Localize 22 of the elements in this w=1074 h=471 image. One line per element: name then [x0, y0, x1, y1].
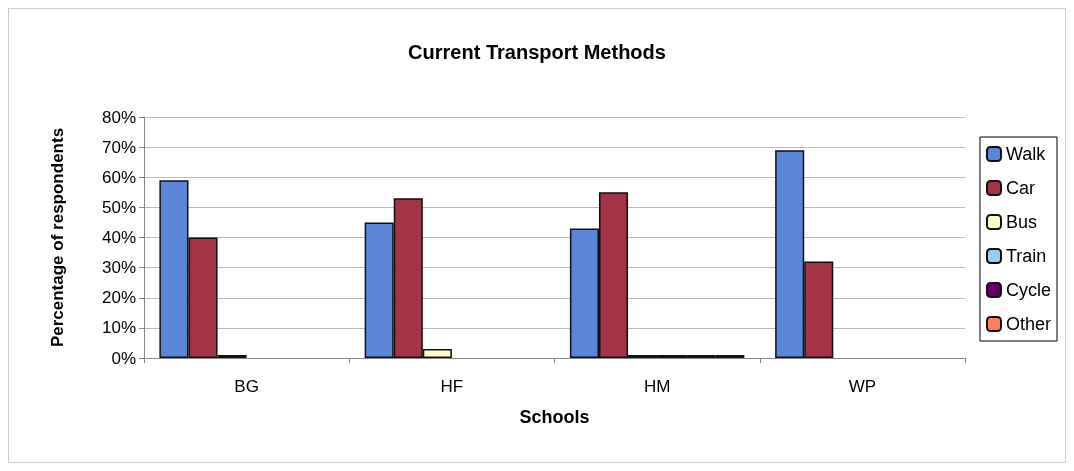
- y-tick-label: 60%: [101, 167, 136, 187]
- x-tick-label: HM: [643, 377, 671, 396]
- y-tick-label: 40%: [101, 228, 136, 247]
- chart-title: Current Transport Methods: [408, 41, 666, 63]
- legend-label: Other: [1005, 314, 1052, 334]
- y-tick-label: 70%: [101, 137, 136, 157]
- legend-label: Bus: [1005, 212, 1038, 232]
- legend-label: Car: [1005, 178, 1035, 198]
- y-tick-label: 30%: [101, 258, 136, 278]
- legend-label: Train: [1005, 246, 1047, 266]
- y-tick-label: 50%: [101, 197, 136, 217]
- legend-label: Cycle: [1005, 280, 1051, 300]
- x-axis-title: Schools: [519, 407, 590, 427]
- y-axis-title: Percentage of respondents: [48, 127, 67, 348]
- x-tick-label: WP: [848, 377, 877, 396]
- x-tick-label: HF: [440, 377, 464, 396]
- y-tick-label: 80%: [101, 107, 136, 127]
- y-tick-label: 10%: [101, 318, 136, 338]
- x-tick-label: BG: [234, 377, 259, 396]
- y-tick-label: 0%: [111, 348, 136, 368]
- y-tick-label: 20%: [101, 288, 136, 308]
- legend-label: Walk: [1005, 144, 1047, 164]
